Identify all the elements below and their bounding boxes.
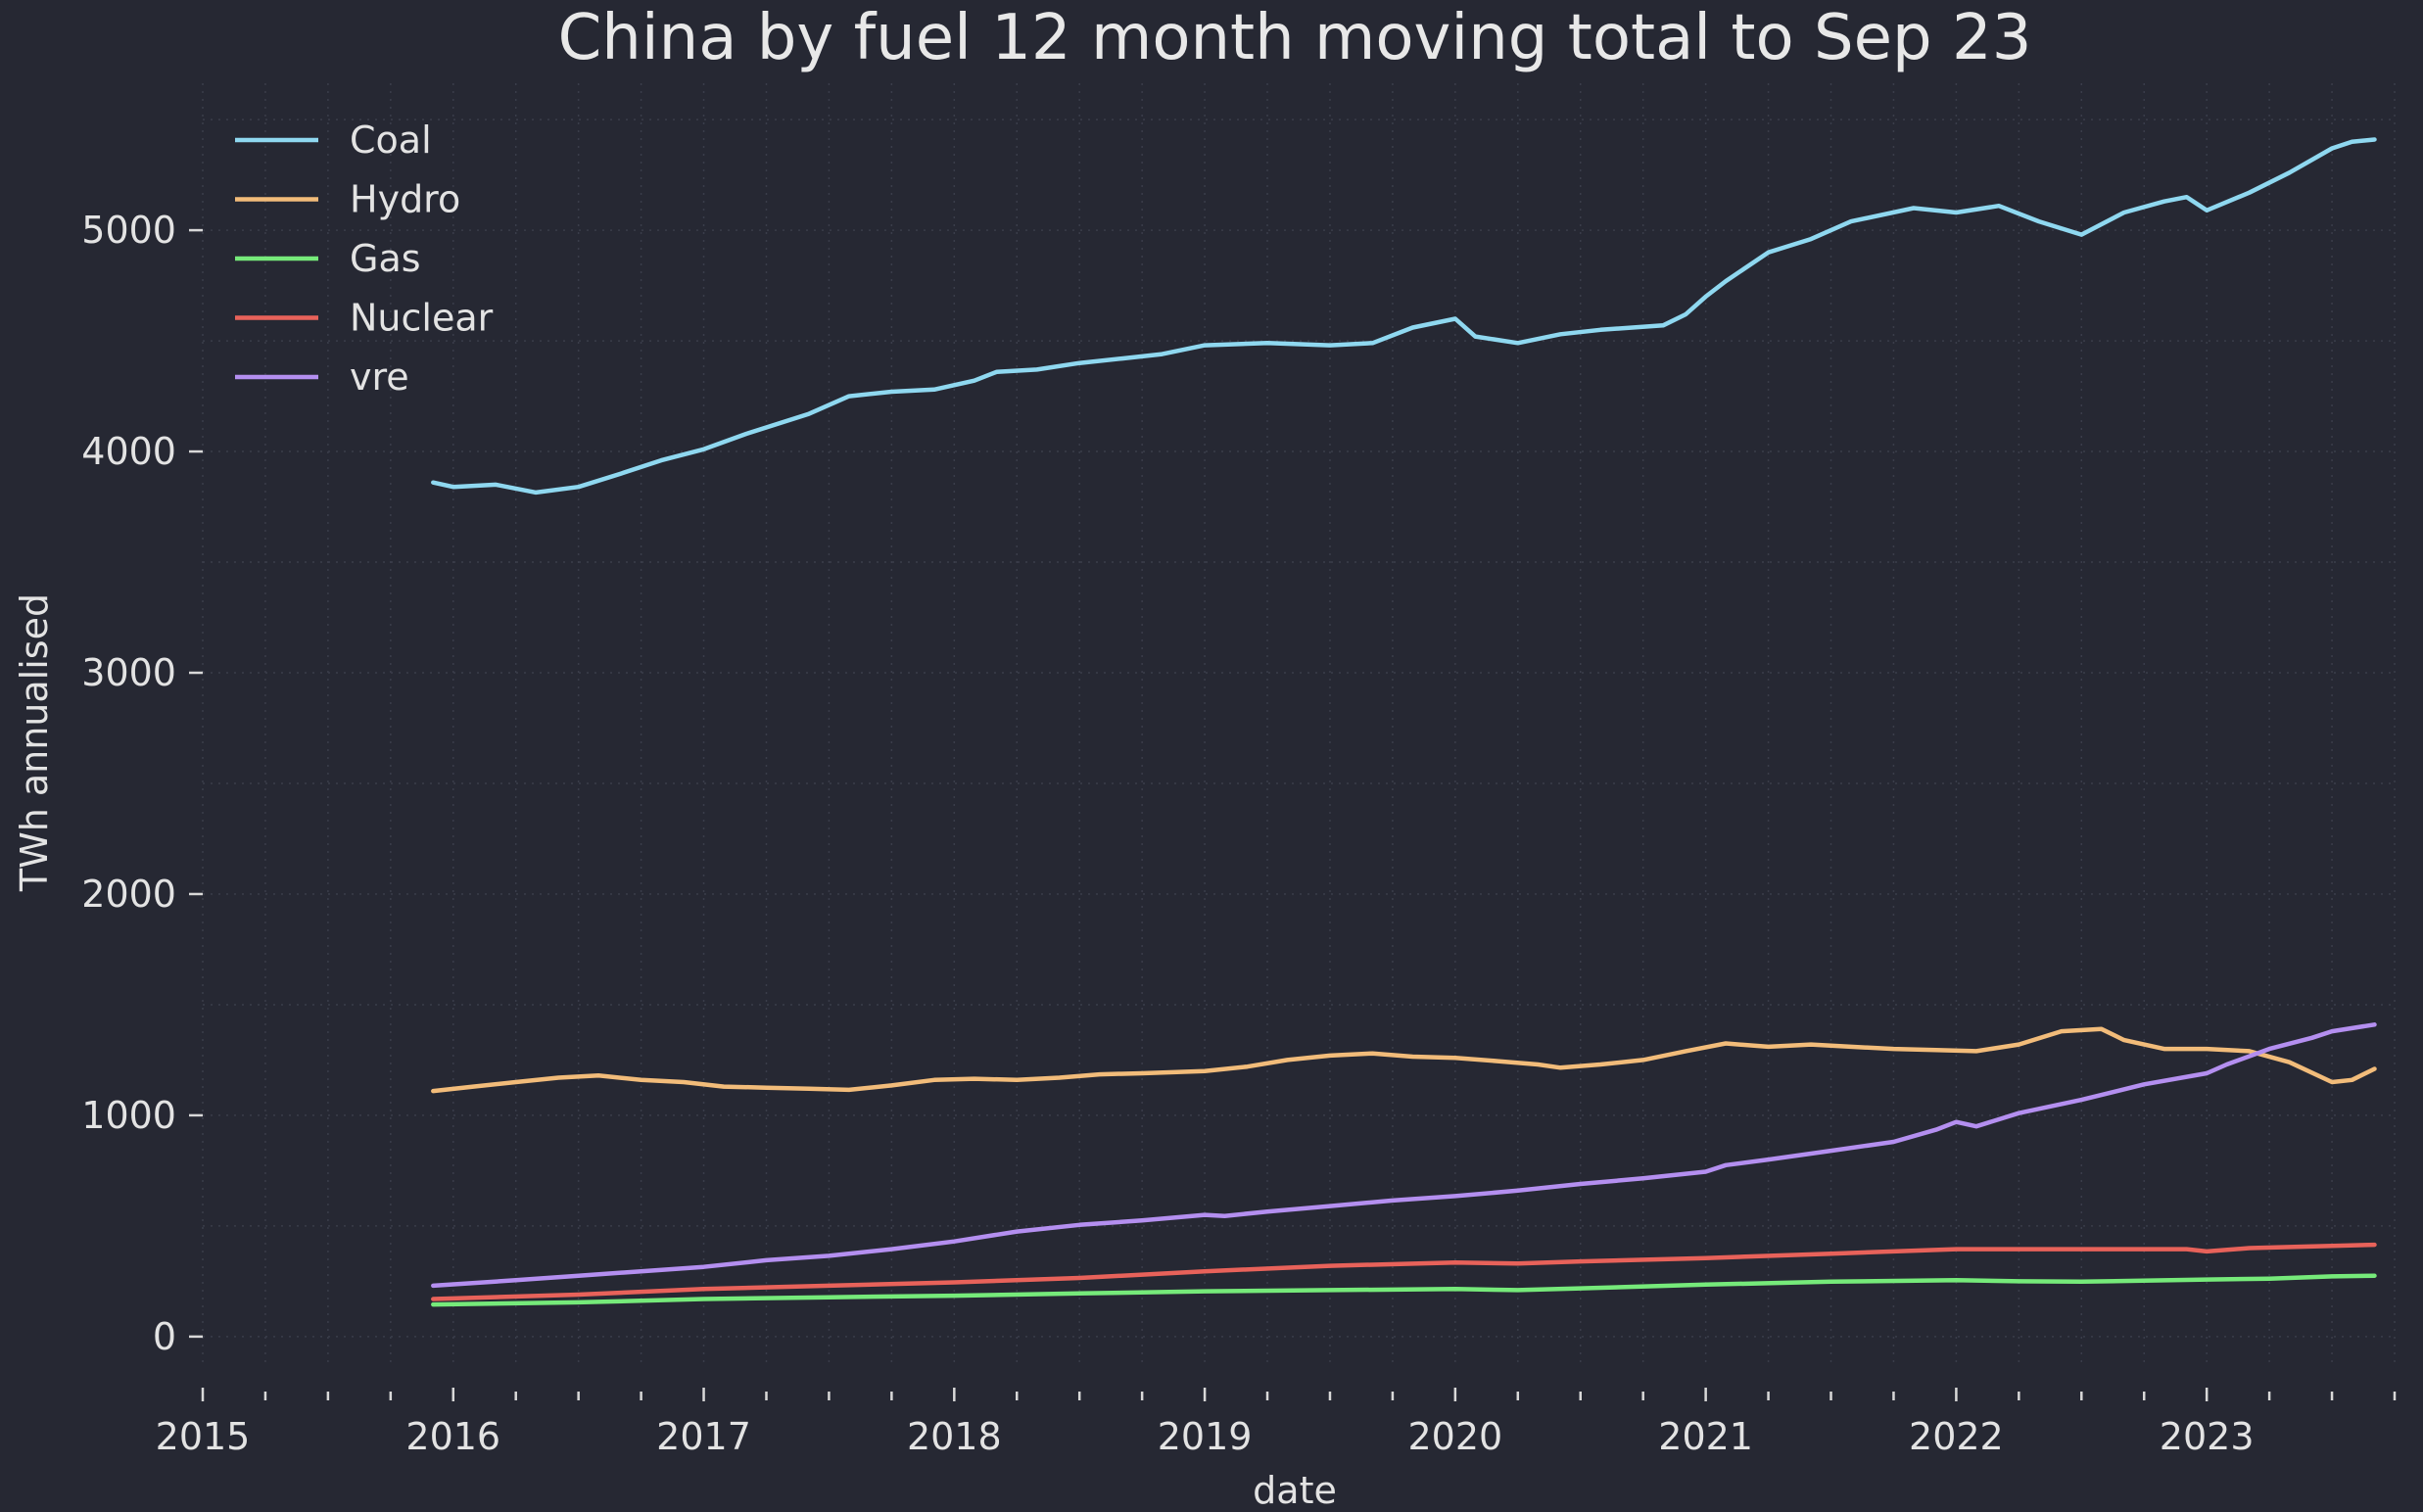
x-tick-label: 2019	[1158, 1415, 1253, 1458]
series-layer	[431, 137, 2377, 1307]
legend: Coal Hydro Gas Nuclear vre	[235, 118, 494, 399]
series-line-vre	[431, 1022, 2377, 1289]
series-line-gas	[431, 1273, 2377, 1307]
x-tick-label: 2017	[656, 1415, 751, 1458]
y-tick-label: 0	[153, 1315, 176, 1358]
legend-label: vre	[350, 355, 409, 399]
y-tick-label: 2000	[81, 873, 176, 916]
chart-title: China by fuel 12 month moving total to S…	[558, 2, 2032, 74]
y-axis-label: TWh annualised	[13, 593, 56, 892]
axis-ticks: 2015 2016 2017 2018 2019 2020 2021 2022 2023 0 100…	[81, 209, 2397, 1458]
x-tick-label: 2020	[1407, 1415, 1502, 1458]
legend-label: Hydro	[350, 178, 460, 221]
x-tick-label: 2015	[156, 1415, 251, 1458]
x-tick-label: 2016	[405, 1415, 500, 1458]
x-tick-label: 2018	[907, 1415, 1002, 1458]
y-tick-label: 1000	[81, 1094, 176, 1137]
x-tick-label: 2023	[2160, 1415, 2255, 1458]
x-tick-label: 2021	[1658, 1415, 1753, 1458]
series-line-hydro	[431, 1026, 2377, 1094]
x-tick-label: 2022	[1909, 1415, 2004, 1458]
series-line-coal	[431, 137, 2377, 496]
grid	[202, 83, 2396, 1363]
y-tick-label: 5000	[81, 209, 176, 252]
legend-label: Gas	[350, 237, 421, 280]
series-line-nuclear	[431, 1242, 2377, 1301]
x-axis-label: date	[1253, 1469, 1337, 1512]
legend-label: Nuclear	[350, 297, 494, 340]
y-tick-label: 3000	[81, 651, 176, 694]
legend-label: Coal	[350, 118, 432, 162]
y-tick-label: 4000	[81, 430, 176, 473]
